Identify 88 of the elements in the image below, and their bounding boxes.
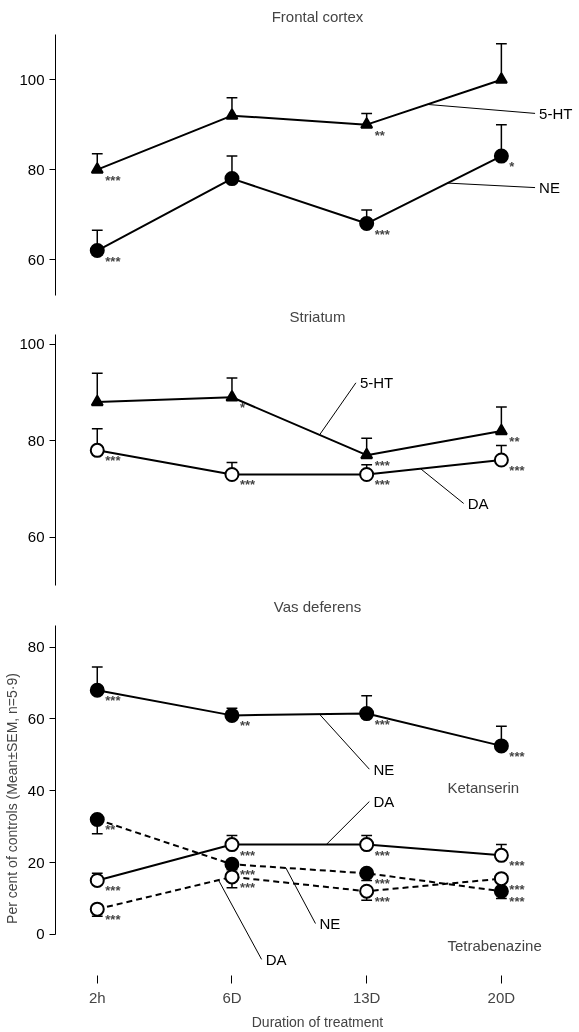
point: [360, 117, 374, 129]
text: NE: [319, 915, 341, 933]
point: [359, 883, 375, 899]
x-axis-title: Duration of treatment: [251, 1013, 384, 1030]
data-label: ***: [374, 716, 391, 732]
point: [493, 871, 509, 887]
data-label: ***: [239, 847, 257, 863]
data-label: ***: [105, 912, 122, 928]
data-label: ***: [509, 881, 526, 897]
x-tick-label: 20D: [487, 988, 516, 1006]
point: [359, 865, 375, 881]
point: [493, 148, 509, 164]
point: [494, 72, 508, 84]
data-label: ***: [374, 226, 391, 242]
point: [359, 706, 375, 722]
point: [224, 837, 240, 853]
text: NE: [539, 179, 560, 197]
y-tick-label: 60: [27, 709, 45, 727]
data-label: ***: [105, 172, 122, 188]
point: [89, 901, 105, 917]
data-label: ***: [105, 693, 122, 709]
text: 5-HT: [359, 374, 394, 392]
data-label: ***: [374, 458, 391, 474]
point: [359, 467, 375, 482]
point: [224, 171, 240, 187]
point: [494, 423, 508, 436]
point: [359, 216, 375, 232]
point: [225, 108, 239, 120]
point: [89, 811, 105, 827]
point: [493, 738, 509, 754]
point: [90, 394, 104, 407]
y-tick-label: 0: [36, 925, 45, 943]
chart-title: Striatum: [289, 307, 346, 325]
text: NE: [373, 760, 395, 778]
data-label: ***: [509, 748, 526, 764]
y-tick-label: 60: [27, 528, 45, 546]
x-tick-label: 2h: [88, 988, 106, 1006]
data-label: ***: [105, 253, 122, 269]
data-label: ***: [374, 876, 391, 892]
data-label: **: [374, 127, 386, 143]
data-label: ***: [374, 894, 391, 910]
text: 5-HT: [539, 104, 573, 122]
data-label: *: [509, 159, 516, 175]
y-tick-label: 60: [27, 250, 45, 268]
chart-title: Vas deferens: [273, 597, 362, 615]
data-label: ***: [374, 477, 391, 493]
chart-title: Frontal cortex: [271, 7, 364, 25]
point: [89, 872, 105, 888]
point: [89, 682, 105, 698]
point: [224, 856, 240, 872]
point: [89, 442, 105, 458]
point: [493, 883, 509, 899]
point: [224, 467, 240, 482]
point: [224, 707, 240, 723]
series-label: DA: [373, 793, 395, 811]
point: [493, 452, 509, 468]
y-tick-label: 100: [19, 335, 45, 353]
y-tick-label: 20: [27, 853, 45, 871]
data-label: ***: [105, 453, 122, 469]
y-tick-label: 80: [27, 431, 45, 449]
data-label: ***: [105, 883, 122, 899]
point: [90, 162, 104, 174]
data-label: **: [105, 822, 117, 838]
point: [89, 243, 105, 259]
data-label: ***: [509, 894, 526, 910]
annotation: Ketanserin: [447, 778, 520, 796]
data-label: **: [509, 434, 521, 450]
x-tick-label: 6D: [222, 988, 242, 1006]
text: Tetrabenazine: [447, 936, 542, 954]
y-axis-title: Per cent of controls (Mean±SEM, n=5·9): [3, 673, 20, 924]
data-label: **: [239, 718, 252, 734]
data-label: ***: [509, 463, 526, 479]
text: DA: [467, 494, 489, 512]
point: [359, 837, 375, 853]
point: [360, 447, 374, 460]
x-tick-label: 13D: [352, 988, 381, 1006]
data-label: ***: [509, 858, 526, 874]
point: [225, 389, 239, 402]
y-tick-label: 80: [27, 638, 45, 656]
y-tick-label: 100: [19, 70, 45, 88]
data-label: *: [239, 400, 246, 416]
y-tick-label: 80: [27, 160, 45, 178]
y-tick-label: 40: [27, 781, 45, 799]
text: DA: [265, 950, 287, 968]
data-label: ***: [239, 477, 257, 493]
point: [224, 869, 240, 885]
data-label: ***: [374, 847, 391, 863]
point: [493, 847, 509, 863]
